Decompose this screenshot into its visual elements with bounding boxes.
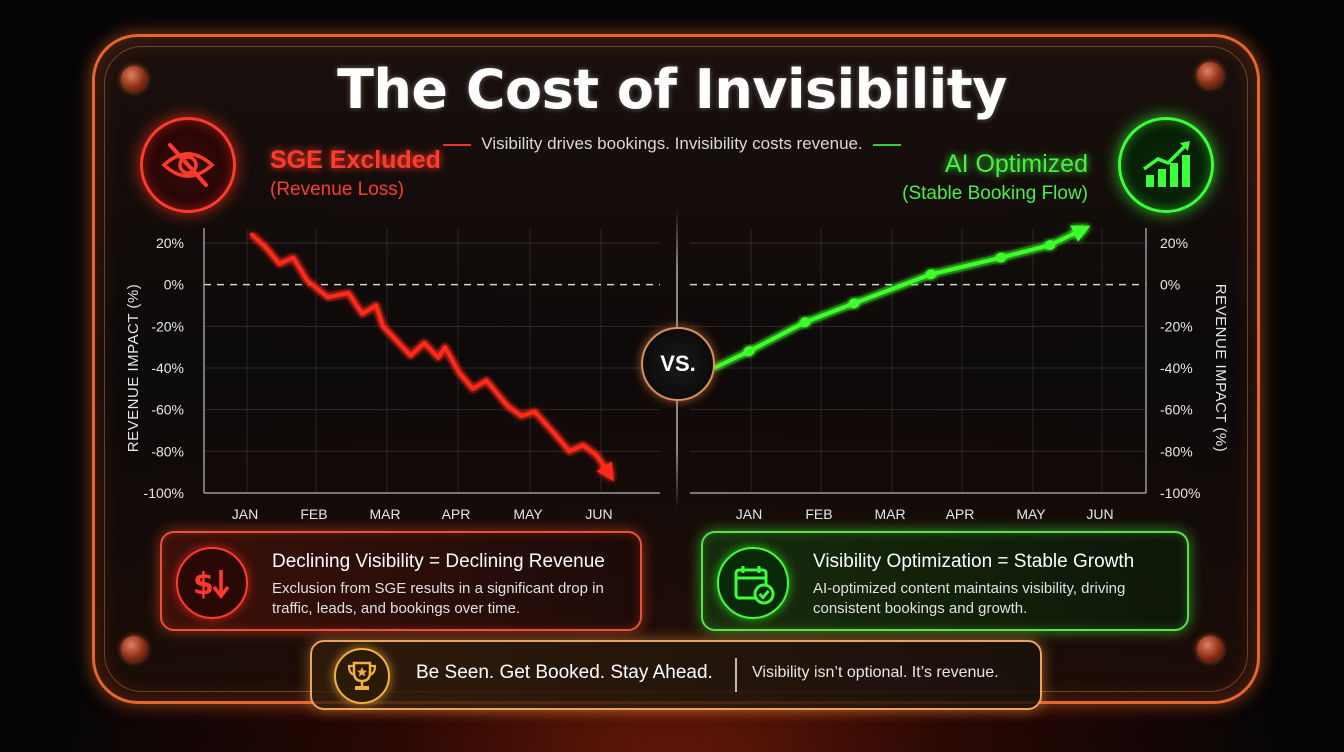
left-data-point (291, 255, 296, 260)
left-data-point (505, 403, 510, 408)
right-x-tick-label: MAR (874, 506, 905, 522)
left-data-point (519, 413, 523, 418)
left-summary-card: $ Declining Visibility = Declining Reven… (160, 531, 642, 631)
left-y-tick-label: -20% (151, 318, 184, 334)
left-plot: 20% 0% -20% -40% -60% -80% -100% JAN FEB MAR APR MA… (125, 228, 660, 522)
right-y-tick-label: -100% (1160, 485, 1200, 501)
corner-bolt-icon (1197, 62, 1223, 88)
left-data-point (305, 278, 310, 283)
right-data-point (926, 269, 936, 280)
left-x-tick-label: APR (442, 506, 471, 522)
right-heading-title: AI Optimized (944, 150, 1088, 178)
left-card-text: Exclusion from SGE results in a signific… (272, 580, 604, 617)
dollar-down-icon: $ (176, 547, 248, 619)
subtitle: Visibility drives bookings. Invisibility… (0, 134, 1344, 154)
left-card-title: Declining Visibility = Declining Revenue (272, 551, 605, 572)
right-x-tick-label: MAY (1016, 506, 1046, 522)
right-series-arrow (1070, 225, 1091, 242)
right-y-tick-label: 0% (1160, 277, 1180, 293)
left-data-point (498, 395, 503, 400)
vs-badge: VS. (641, 327, 715, 401)
left-x-tick-label: JAN (232, 506, 258, 522)
left-data-point (422, 341, 427, 345)
left-y-tick-label: 0% (164, 277, 184, 293)
left-data-point (594, 453, 599, 458)
left-data-point (567, 449, 572, 454)
left-y-tick-label: -40% (151, 360, 184, 376)
subtitle-text: Visibility drives bookings. Invisibility… (481, 134, 863, 153)
corner-bolt-icon (121, 636, 147, 662)
left-y-axis-label: REVENUE IMPACT (%) (125, 284, 142, 452)
right-data-point (996, 252, 1006, 263)
left-data-point (346, 291, 351, 295)
left-y-tick-label: 20% (156, 235, 184, 251)
corner-bolt-icon (1197, 636, 1223, 662)
left-data-point (470, 386, 475, 391)
right-y-tick-label: -60% (1160, 402, 1193, 418)
right-data-point (744, 346, 754, 357)
left-data-point (581, 443, 586, 448)
right-summary-card: Visibility Optimization = Stable Growth … (701, 531, 1189, 631)
left-data-point (408, 353, 413, 358)
footer-separator (735, 658, 737, 692)
right-x-tick-label: JAN (736, 506, 762, 522)
growth-bars-icon (1118, 117, 1214, 213)
left-data-point (456, 370, 461, 375)
trophy-icon (334, 648, 390, 704)
right-x-tick-label: JUN (1086, 506, 1113, 522)
right-heading-subtitle: (Stable Booking Flow) (902, 183, 1088, 204)
right-y-tick-label: -40% (1160, 360, 1193, 376)
right-plot: 20% 0% -20% -40% -60% -80% -100% JAN FEB MAR APR MA… (690, 224, 1229, 522)
right-data-point (800, 317, 810, 328)
right-y-tick-label: -80% (1160, 443, 1193, 459)
left-y-tick-label: -100% (144, 485, 184, 501)
footer-banner: Be Seen. Get Booked. Stay Ahead. Visibil… (310, 640, 1042, 710)
corner-bolt-icon (121, 66, 147, 92)
left-y-tick-label: -60% (151, 402, 184, 418)
left-heading: SGE Excluded (Revenue Loss) (270, 146, 441, 201)
left-data-point (360, 311, 365, 316)
left-x-tick-label: MAR (369, 506, 400, 522)
left-data-point (263, 245, 268, 250)
left-data-point (374, 303, 379, 308)
page-title: The Cost of Invisibility (337, 58, 1007, 121)
right-data-point (1045, 240, 1055, 251)
right-y-axis-label: REVENUE IMPACT (%) (1212, 284, 1229, 452)
left-data-point (394, 338, 399, 343)
left-data-point (249, 232, 254, 237)
left-heading-subtitle: (Revenue Loss) (270, 179, 405, 200)
left-data-point (436, 355, 441, 360)
calendar-check-icon (717, 547, 789, 619)
right-card-text: AI-optimized content maintains visibilit… (813, 580, 1126, 617)
left-x-tick-label: FEB (300, 506, 327, 522)
left-data-point (381, 324, 385, 329)
crossed-eye-icon (140, 117, 236, 213)
right-series-line (712, 226, 1087, 370)
right-y-tick-label: 20% (1160, 235, 1188, 251)
right-heading: AI Optimized (Stable Booking Flow) (902, 150, 1088, 205)
left-y-tick-label: -80% (151, 443, 184, 459)
left-data-point (325, 295, 330, 300)
left-heading-title: SGE Excluded (270, 146, 441, 174)
footer-tagline: Visibility isn’t optional. It’s revenue. (752, 664, 999, 681)
footer-slogan: Be Seen. Get Booked. Stay Ahead. (416, 662, 713, 683)
right-x-tick-label: APR (946, 506, 975, 522)
left-x-tick-label: JUN (585, 506, 612, 522)
left-data-point (277, 261, 282, 266)
left-data-point (484, 378, 489, 383)
svg-text:$: $ (193, 567, 214, 602)
right-y-tick-label: -20% (1160, 318, 1193, 334)
left-x-tick-label: MAY (513, 506, 543, 522)
green-dash (872, 143, 901, 146)
red-dash (443, 143, 472, 146)
left-series-arrow (596, 461, 614, 482)
right-data-point (849, 298, 859, 309)
right-x-tick-label: FEB (805, 506, 832, 522)
left-data-point (553, 432, 558, 437)
right-card-title: Visibility Optimization = Stable Growth (813, 551, 1135, 572)
left-data-point (532, 409, 537, 414)
left-data-point (443, 345, 448, 350)
